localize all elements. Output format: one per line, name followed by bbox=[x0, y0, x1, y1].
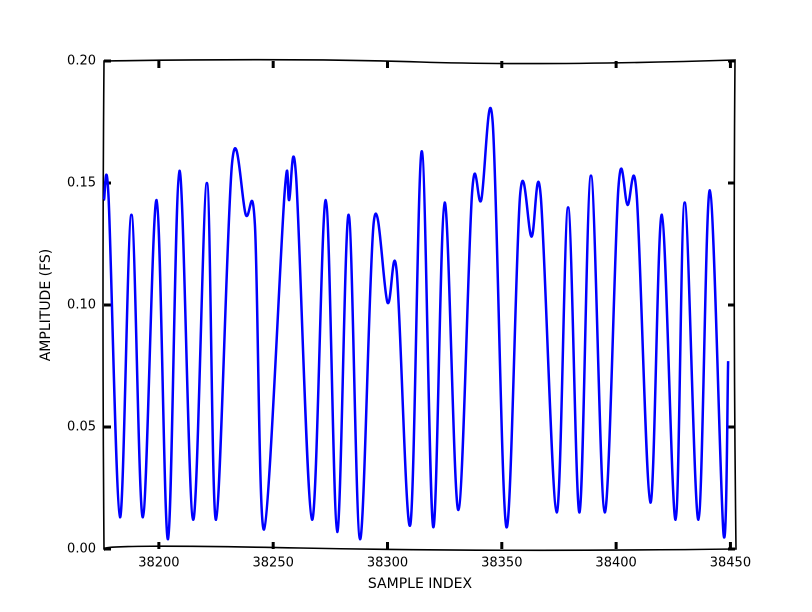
x-tick-label: 38450 bbox=[710, 556, 751, 571]
x-tick-label: 38200 bbox=[138, 556, 179, 571]
y-tick-label: 0.15 bbox=[67, 176, 96, 191]
plot-frame bbox=[102, 58, 737, 552]
x-tick-label: 38350 bbox=[481, 556, 522, 571]
y-tick-label: 0.10 bbox=[67, 298, 96, 313]
x-tick-label: 38300 bbox=[367, 556, 408, 571]
x-tick-label: 38250 bbox=[253, 556, 294, 571]
data-line bbox=[102, 107, 730, 541]
x-tick-label: 38400 bbox=[595, 556, 636, 571]
y-tick-label: 0.20 bbox=[67, 54, 96, 69]
y-axis-label: AMPLITUDE (FS) bbox=[38, 249, 54, 362]
y-tick-label: 0.05 bbox=[67, 420, 96, 435]
y-tick-label: 0.00 bbox=[67, 542, 96, 557]
x-axis-label: SAMPLE INDEX bbox=[368, 576, 473, 592]
